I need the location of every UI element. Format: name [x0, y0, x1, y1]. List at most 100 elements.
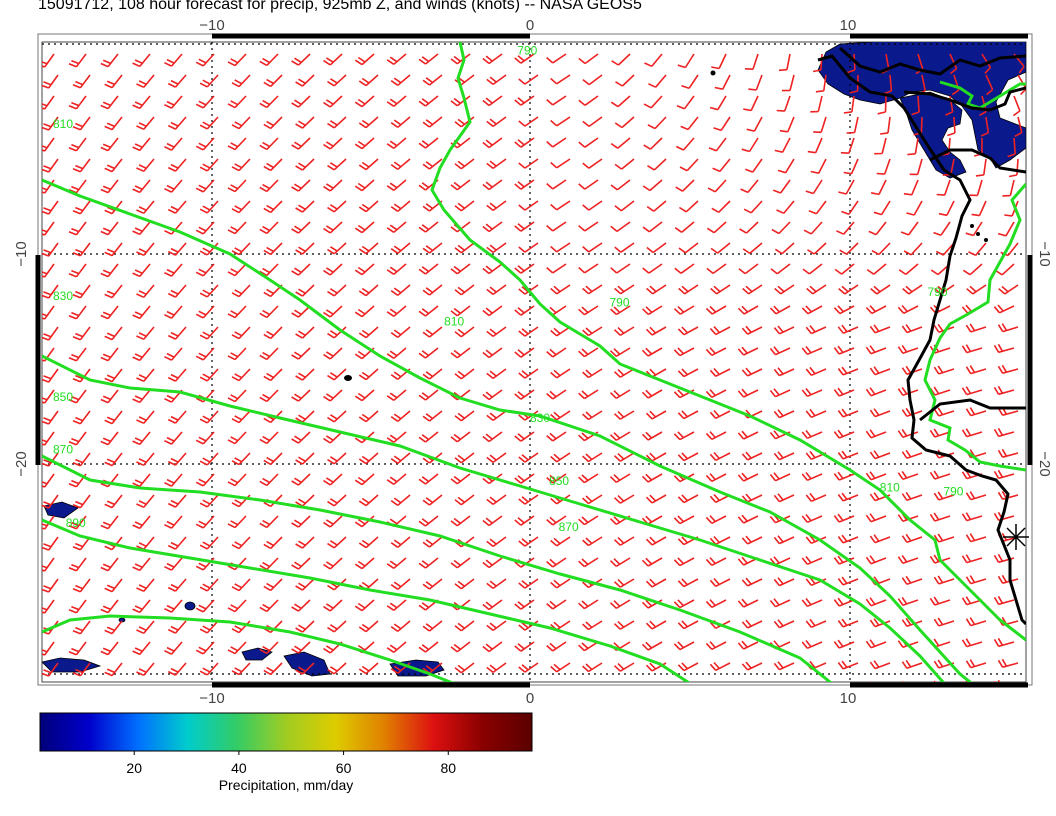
wind-barb: [199, 578, 219, 592]
wind-barb: [42, 641, 55, 656]
wind-barb: [578, 473, 599, 484]
wind-barb: [679, 158, 699, 172]
colorbar-tick-label: 80: [440, 760, 456, 776]
wind-barb: [514, 263, 535, 274]
wind-barb: [386, 179, 407, 191]
wind-barb: [295, 116, 315, 129]
wind-barb: [450, 557, 471, 569]
wind-barb: [422, 620, 443, 632]
wind-barb: [962, 680, 969, 682]
contour-label: 890: [66, 516, 86, 530]
wind-barb: [933, 617, 955, 627]
wind-barb: [136, 536, 155, 551]
wind-barb: [997, 574, 1019, 584]
wind-barb: [968, 242, 987, 257]
wind-barb: [104, 284, 123, 299]
wind-barb: [136, 74, 155, 89]
wind-barb: [132, 347, 151, 362]
contour-line: [42, 178, 973, 682]
wind-barb: [713, 116, 731, 132]
wind-barb: [323, 473, 343, 486]
wind-barb: [710, 284, 731, 295]
wind-barb: [546, 179, 567, 190]
wind-barb: [195, 515, 215, 529]
wind-barb: [518, 578, 539, 589]
wind-barb: [450, 515, 471, 527]
wind-barb: [450, 431, 471, 443]
wind-barb: [770, 683, 790, 691]
wind-barb: [514, 179, 535, 190]
wind-barb: [582, 326, 603, 337]
wind-barb: [386, 599, 407, 611]
wind-barb: [454, 116, 475, 128]
wind-barb: [997, 448, 1019, 458]
wind-barb: [769, 388, 791, 398]
wind-barb: [843, 95, 855, 114]
wind-barb: [486, 242, 507, 254]
wind-barb: [837, 660, 859, 670]
wind-barb: [997, 364, 1019, 374]
wind-barb: [37, 684, 54, 697]
wind-barb: [712, 158, 731, 173]
wind-barb: [390, 494, 411, 506]
lon-tick-label: −10: [199, 17, 224, 34]
wind-barb: [678, 200, 699, 213]
wind-barb: [486, 662, 507, 674]
wind-barb: [613, 452, 635, 462]
wind-barb: [741, 451, 763, 461]
wind-barb: [486, 578, 507, 590]
wind-barb: [550, 158, 571, 169]
wind-barb: [195, 305, 215, 319]
wind-barb: [390, 326, 411, 338]
wind-barb: [897, 428, 919, 439]
wind-barb: [877, 95, 887, 115]
wind-barb: [514, 137, 535, 148]
wind-barb: [1012, 95, 1021, 117]
wind-barb: [386, 137, 407, 149]
wind-barb: [295, 368, 315, 381]
wind-barb: [873, 200, 891, 216]
contour-label: 790: [928, 285, 948, 299]
wind-barb: [323, 179, 343, 192]
wind-barb: [167, 200, 187, 214]
wind-barb: [613, 410, 635, 420]
wind-barb: [609, 557, 631, 567]
wind-barb: [673, 515, 695, 525]
wind-barb: [641, 473, 663, 483]
wind-barb: [550, 368, 571, 379]
wind-barb: [295, 242, 315, 255]
wind-barb: [901, 659, 923, 670]
wind-barb: [136, 242, 155, 257]
wind-barb: [323, 305, 343, 318]
wind-barb: [903, 242, 923, 256]
wind-barb: [578, 347, 599, 358]
wind-barb: [295, 158, 315, 171]
wind-barb: [546, 263, 567, 274]
wind-barb: [100, 305, 119, 320]
wind-barb: [745, 158, 763, 173]
wind-barb: [773, 577, 795, 587]
wind-barb: [167, 620, 187, 634]
wind-barb: [578, 263, 599, 274]
wind-barb: [642, 179, 663, 192]
wind-barb: [971, 200, 987, 217]
wind-barb: [167, 452, 187, 466]
wind-barb: [358, 662, 379, 675]
wind-barb: [843, 158, 859, 175]
wind-barb: [773, 325, 795, 335]
wind-barb: [42, 53, 55, 68]
wind-barb: [802, 263, 823, 275]
wind-barb: [295, 326, 315, 339]
wind-barb: [72, 116, 91, 131]
wind-barb: [358, 116, 379, 129]
wind-barb: [354, 599, 375, 612]
wind-barb: [42, 557, 55, 572]
wind-barb: [482, 515, 503, 527]
wind-barb: [42, 200, 59, 215]
wind-barb: [833, 555, 855, 565]
wind-barb: [705, 389, 727, 399]
wind-barb: [482, 431, 503, 443]
wind-barb: [42, 536, 59, 551]
wind-barb: [673, 599, 695, 609]
